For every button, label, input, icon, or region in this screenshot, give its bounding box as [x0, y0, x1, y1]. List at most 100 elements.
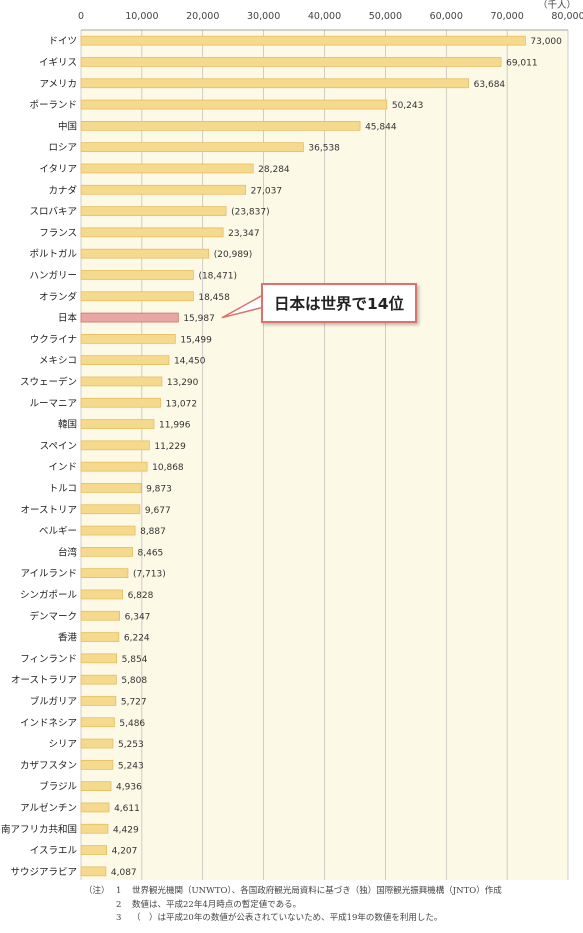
value-label: 5,727 [121, 697, 147, 707]
value-label: 4,207 [112, 847, 138, 857]
bar [80, 568, 129, 579]
bar [80, 355, 170, 365]
value-label: 5,808 [121, 676, 147, 686]
category-label: シンガポール [20, 590, 78, 601]
category-label: スウェーデン [20, 376, 77, 388]
bar [80, 461, 148, 472]
value-label: 8,465 [138, 548, 164, 558]
value-label: 15,987 [183, 314, 215, 324]
category-label: トルコ [49, 483, 77, 494]
bar [80, 440, 150, 451]
bar [80, 525, 136, 536]
bar [80, 802, 110, 813]
category-label: アルゼンチン [20, 802, 77, 814]
bar [80, 546, 133, 557]
category-label: ベルギー [39, 526, 77, 537]
bar [80, 845, 107, 855]
bar [80, 270, 194, 280]
category-label: イタリア [39, 164, 77, 175]
x-tick-label: 70,000 [491, 11, 524, 22]
value-label: 6,224 [124, 634, 150, 644]
category-label: ルーマニア [29, 398, 77, 409]
category-label: フランス [39, 228, 77, 239]
value-label: 36,538 [308, 144, 340, 154]
note-number: 2 [116, 899, 122, 910]
x-tick-label: 40,000 [308, 11, 341, 22]
value-label: 5,253 [118, 740, 144, 750]
value-label: 69,011 [506, 58, 538, 68]
bar [80, 227, 224, 238]
value-label: 27,037 [251, 186, 283, 196]
category-label: ポルトガル [29, 249, 77, 260]
category-label: オランダ [39, 291, 78, 303]
x-tick-label: 10,000 [125, 11, 158, 22]
bar [80, 823, 109, 834]
category-label: オーストリア [20, 505, 77, 516]
note-prefix: （注） [84, 886, 110, 896]
value-label: (18,471) [198, 271, 237, 281]
value-label: 15,499 [180, 335, 212, 345]
bar [80, 866, 107, 877]
note-3: 3 （ ）は平成20年の数値が公表されていないため、平成19年の数値を利用した。 [84, 912, 579, 926]
bar [80, 781, 112, 792]
note-text: 世界観光機関（UNWTO）、各国政府観光局資料に基づき（独）国際観光振興機構（J… [132, 886, 502, 896]
bar [80, 397, 161, 408]
bar [80, 759, 114, 770]
note-text: 数値は、平成22年4月時点の暫定値である。 [132, 899, 302, 910]
value-label: 4,611 [114, 804, 140, 814]
bar [80, 35, 526, 46]
category-label: 韓国 [58, 420, 77, 431]
value-label: 63,684 [474, 80, 506, 90]
value-label: 45,844 [365, 122, 397, 132]
note-number: 3 [116, 913, 122, 923]
value-label: 4,429 [113, 825, 139, 835]
note-2: 2 数値は、平成22年4月時点の暫定値である。 [84, 899, 579, 913]
bar [80, 120, 361, 131]
notes: （注） 1 世界観光機関（UNWTO）、各国政府観光局資料に基づき（独）国際観光… [84, 885, 579, 926]
category-label: フィンランド [20, 654, 77, 665]
note-prefix [84, 912, 116, 926]
bar [80, 57, 502, 67]
bar [80, 78, 470, 89]
category-label: シリア [48, 739, 77, 750]
category-label: 南アフリカ共和国 [1, 823, 77, 835]
category-label: オーストラリア [11, 675, 77, 686]
category-label: ドイツ [48, 36, 77, 47]
bar [80, 334, 176, 344]
category-label: 中国 [58, 120, 77, 132]
bar [80, 99, 388, 110]
category-label: ハンガリー [29, 270, 77, 281]
value-label: 23,347 [228, 229, 260, 239]
category-label: カザフスタン [20, 760, 77, 771]
value-label: 18,458 [198, 293, 230, 303]
note-1: （注） 1 世界観光機関（UNWTO）、各国政府観光局資料に基づき（独）国際観光… [84, 885, 579, 899]
value-label: (20,989) [214, 250, 253, 260]
category-label: アイルランド [20, 569, 77, 580]
value-label: 9,873 [146, 484, 172, 494]
bar [80, 674, 117, 685]
note-text: （ ）は平成20年の数値が公表されていないため、平成19年の数値を利用した。 [132, 913, 443, 923]
value-label: 13,290 [167, 378, 199, 388]
bar [80, 483, 142, 493]
bar [80, 610, 120, 621]
x-tick-label: 0 [78, 11, 84, 22]
value-label: 8,887 [140, 527, 166, 537]
bar [80, 504, 141, 515]
bar [80, 163, 254, 174]
value-label: 5,243 [118, 761, 144, 771]
value-label: 6,347 [125, 612, 151, 622]
note-number: 1 [116, 886, 122, 896]
category-label: 日本 [58, 312, 78, 324]
category-label: ブルガリア [30, 695, 77, 707]
category-label: スペイン [40, 441, 77, 452]
bar [80, 376, 163, 387]
value-label: 5,486 [119, 719, 145, 729]
category-label: 台湾 [58, 546, 78, 558]
value-label: (7,713) [133, 570, 166, 580]
value-label: 11,229 [154, 442, 186, 452]
bar [80, 696, 117, 706]
category-label: サウジアラビア [10, 867, 77, 878]
unit-label: （千人） [538, 0, 576, 11]
value-label: 4,087 [111, 868, 137, 878]
category-label: スロバキア [29, 207, 77, 218]
